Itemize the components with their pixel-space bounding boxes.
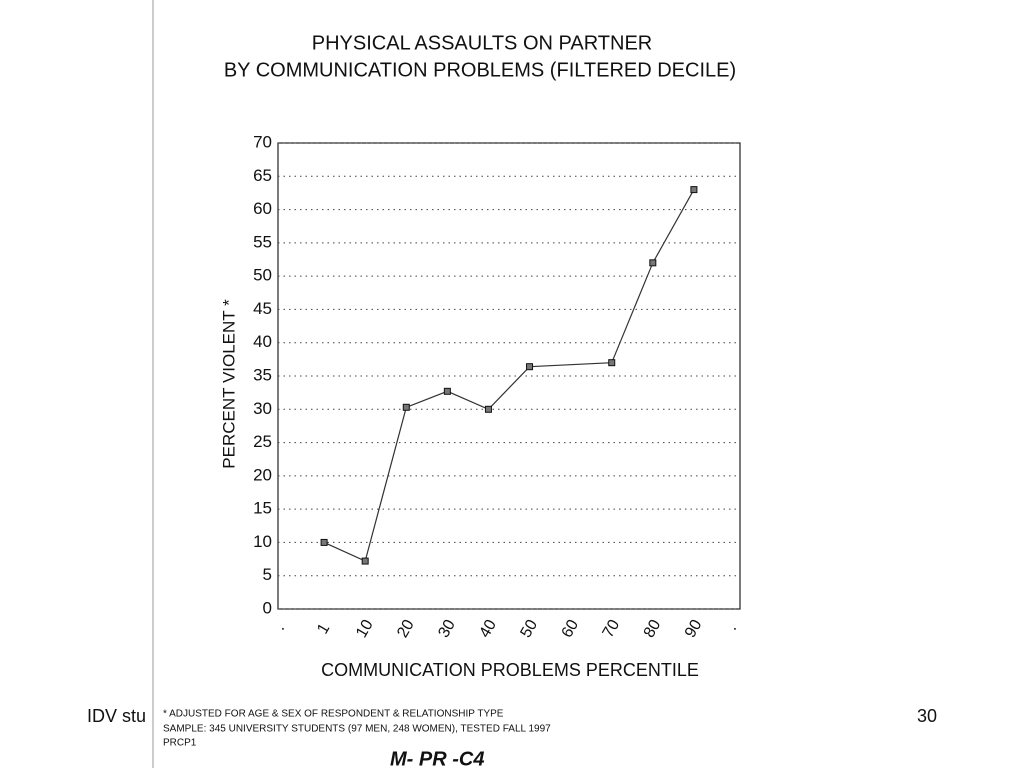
y-tick-label: 25 [253, 432, 272, 451]
y-tick-label: 55 [253, 232, 272, 251]
handwritten-code: M- PR -C4 [390, 748, 484, 768]
y-tick-label: 40 [253, 332, 272, 351]
x-tick-label: 70 [600, 617, 624, 641]
footer-left: IDV stu [87, 706, 146, 726]
y-tick-label: 70 [253, 132, 272, 151]
y-axis-label: PERCENT VIOLENT * [219, 299, 238, 469]
x-tick-label: 80 [641, 617, 665, 641]
data-point [608, 359, 616, 367]
y-tick-label: 65 [253, 166, 272, 185]
note: * ADJUSTED FOR AGE & SEX OF RESPONDENT &… [163, 709, 504, 720]
y-tick-label: 15 [253, 499, 272, 518]
data-point [649, 259, 657, 267]
x-tick-label: 10 [353, 617, 377, 641]
y-tick-label: 60 [253, 199, 272, 218]
data-point [484, 405, 492, 413]
page-number: 30 [917, 706, 937, 726]
y-tick-label: 35 [253, 365, 272, 384]
note: SAMPLE: 345 UNIVERSITY STUDENTS (97 MEN,… [163, 724, 551, 735]
data-point [443, 387, 451, 395]
y-tick-label: 10 [253, 532, 272, 551]
data-point [320, 538, 328, 546]
x-tick-label: 60 [559, 617, 583, 641]
chart-subtitle: BY COMMUNICATION PROBLEMS (FILTERED DECI… [224, 59, 736, 81]
x-tick-label: 20 [394, 617, 418, 641]
note: PRCP1 [163, 738, 197, 749]
data-point [526, 363, 534, 371]
y-tick-label: 30 [253, 399, 272, 418]
y-tick-label: 45 [253, 299, 272, 318]
data-point [690, 186, 698, 194]
y-tick-label: 0 [263, 598, 272, 617]
x-tick-label: 40 [476, 617, 500, 641]
data-point [402, 403, 410, 411]
x-axis-label: COMMUNICATION PROBLEMS PERCENTILE [321, 660, 699, 680]
data-point [361, 557, 369, 565]
x-tick-label: 50 [517, 617, 541, 641]
y-tick-label: 5 [263, 565, 272, 584]
y-tick-label: 20 [253, 465, 272, 484]
y-tick-label: 50 [253, 266, 272, 285]
x-tick-label: 30 [435, 617, 459, 641]
x-tick-label: 90 [682, 617, 706, 641]
chart-title: PHYSICAL ASSAULTS ON PARTNER [312, 32, 652, 54]
